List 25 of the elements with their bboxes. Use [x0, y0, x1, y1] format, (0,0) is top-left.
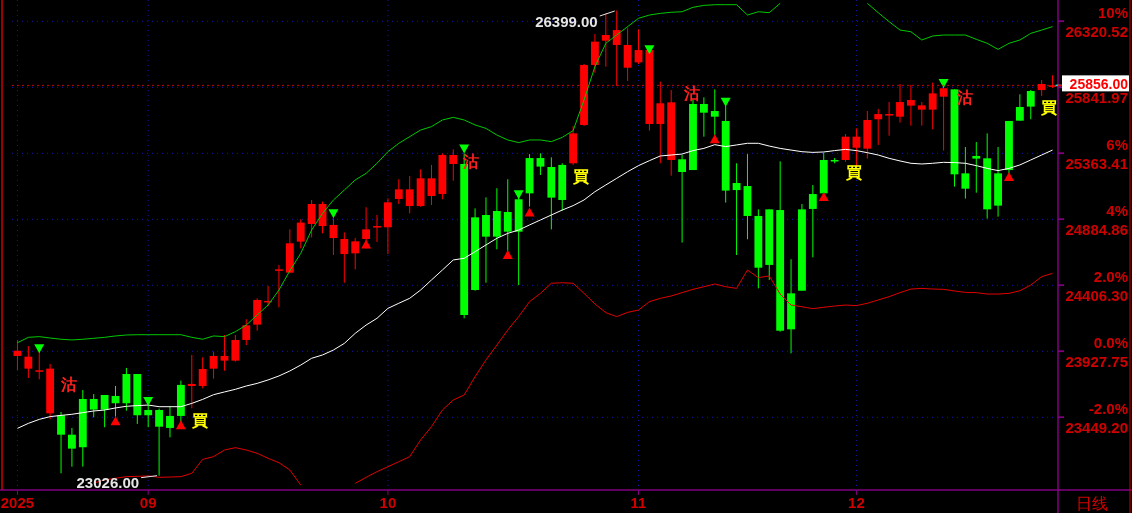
annotation: 買	[845, 164, 863, 181]
y-tick-label: 23449.20	[1065, 419, 1128, 437]
x-tick-label: 10	[379, 494, 397, 511]
annotation: 沽	[60, 376, 78, 393]
x-tick-label: 09	[139, 494, 157, 511]
y2-tick-label: 4%	[1106, 202, 1128, 220]
y2-tick-label: 2.0%	[1093, 268, 1128, 286]
y2-tick-label: 6%	[1106, 136, 1128, 154]
y-tick-label: 26320.52	[1065, 23, 1128, 41]
annotation: 26399.00	[535, 13, 598, 30]
y2-tick-label: -2.0%	[1088, 400, 1128, 418]
x-tick-label: 2025	[0, 494, 35, 511]
y-tick-label: 24406.30	[1065, 287, 1128, 305]
y2-tick-label: 10%	[1097, 4, 1128, 22]
x-tick-label: 11	[630, 494, 647, 511]
y-tick-label: 25363.41	[1065, 155, 1128, 173]
text: 日线	[1076, 495, 1108, 512]
annotation: 買	[191, 412, 209, 429]
annotation: 23026.00	[76, 473, 140, 491]
y-tick-label: 23927.75	[1065, 353, 1128, 371]
x-tick-label: 12	[848, 494, 865, 511]
annotation: 買	[571, 168, 589, 185]
y-tick-label: 24884.86	[1065, 221, 1128, 239]
annotation: 買	[1040, 99, 1058, 116]
y2-tick-label: 0.0%	[1093, 334, 1128, 352]
